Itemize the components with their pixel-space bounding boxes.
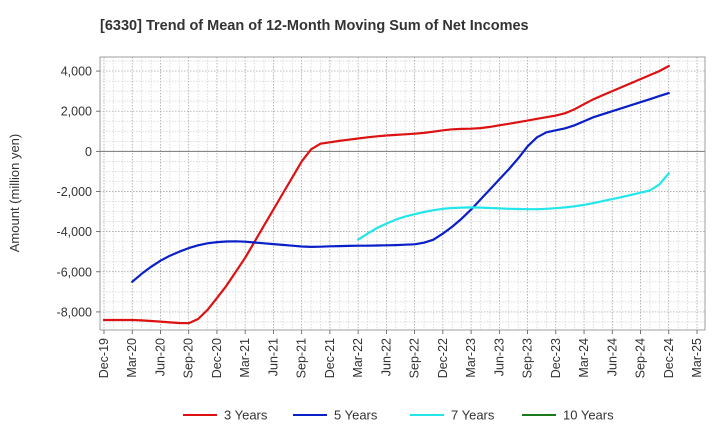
x-tick-label: Mar-25 xyxy=(690,338,704,378)
y-tick-label: -2,000 xyxy=(57,185,92,199)
y-tick-label: 2,000 xyxy=(61,105,92,119)
x-tick-label: Jun-24 xyxy=(605,338,619,376)
legend-label: 7 Years xyxy=(451,408,495,423)
legend-item-7-years: 7 Years xyxy=(410,408,495,423)
legend-label: 10 Years xyxy=(563,408,614,423)
legend-item-5-years: 5 Years xyxy=(293,408,378,423)
y-tick-label: -4,000 xyxy=(57,225,92,239)
x-tick-label: Dec-19 xyxy=(97,338,111,378)
x-tick-label: Jun-20 xyxy=(153,338,167,376)
series-line-3-years xyxy=(102,64,670,325)
series-line-5-years xyxy=(131,91,670,283)
x-tick-label: Sep-20 xyxy=(182,338,196,378)
chart-title: [6330] Trend of Mean of 12-Month Moving … xyxy=(100,18,529,34)
legend: 3 Years 5 Years 7 Years 10 Years xyxy=(183,408,614,423)
x-tick-label: Dec-22 xyxy=(436,338,450,378)
axis-layer: 4,000 2,000 0 -2,000 -4,000 -6,000 -8,000 Dec-1… xyxy=(57,65,704,379)
legend-item-10-years: 10 Years xyxy=(522,408,614,423)
plot-area xyxy=(99,56,706,331)
x-tick-label: Sep-24 xyxy=(634,338,648,378)
y-tick-label: -6,000 xyxy=(57,265,92,279)
x-tick-label: Dec-23 xyxy=(549,338,563,378)
y-tick-label: 0 xyxy=(85,145,92,159)
legend-label: 3 Years xyxy=(224,408,268,423)
x-tick-label: Dec-20 xyxy=(210,338,224,378)
y-tick-label: 4,000 xyxy=(61,65,92,79)
y-tick-label: -8,000 xyxy=(57,305,92,319)
x-tick-label: Sep-21 xyxy=(295,338,309,378)
legend-item-3-years: 3 Years xyxy=(183,408,268,423)
x-tick-label: Jun-21 xyxy=(266,338,280,376)
legend-label: 5 Years xyxy=(334,408,378,423)
x-tick-label: Mar-20 xyxy=(125,338,139,378)
x-tick-label: Mar-22 xyxy=(351,338,365,378)
x-tick-label: Dec-24 xyxy=(662,338,676,378)
y-axis-label: Amount (million yen) xyxy=(7,134,22,253)
x-tick-label: Mar-24 xyxy=(577,338,591,378)
series-layer xyxy=(102,64,670,325)
x-tick-label: Mar-21 xyxy=(238,338,252,378)
x-tick-label: Jun-22 xyxy=(379,338,393,376)
series-line-7-years xyxy=(357,172,670,241)
x-tick-label: Sep-23 xyxy=(521,338,535,378)
x-tick-label: Dec-21 xyxy=(323,338,337,378)
x-tick-label: Sep-22 xyxy=(408,338,422,378)
x-tick-label: Jun-23 xyxy=(492,338,506,376)
x-tick-label: Mar-23 xyxy=(464,338,478,378)
